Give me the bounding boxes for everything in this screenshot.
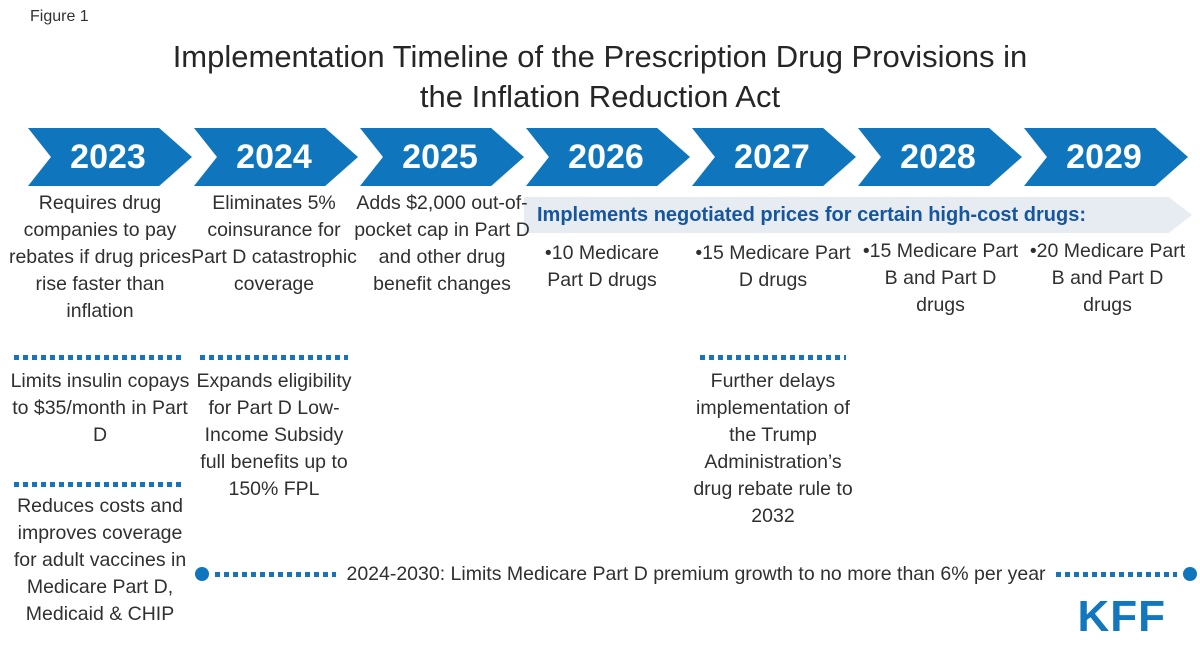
year-chevron-2025: 2025 xyxy=(360,128,524,186)
year-chevron-2028: 2028 xyxy=(858,128,1022,186)
item-2023-vaccines: Reduces costs and improves coverage for … xyxy=(13,495,187,625)
right-dotted-line xyxy=(1055,571,1178,577)
figure-title: Implementation Timeline of the Prescript… xyxy=(0,37,1200,117)
negotiated-prices-banner-label: Implements negotiated prices for certain… xyxy=(537,203,1086,226)
item-2026-drugs: •10 Medicare Part D drugs xyxy=(544,242,660,291)
figure-title-line1: Implementation Timeline of the Prescript… xyxy=(172,39,1028,74)
item-2023-insulin: Limits insulin copays to $35/month in Pa… xyxy=(10,370,190,446)
item-2029-drugs: •20 Medicare Part B and Part D drugs xyxy=(1029,240,1186,316)
left-endpoint-dot xyxy=(195,567,209,581)
negotiated-prices-banner: Implements negotiated prices for certain… xyxy=(524,197,1192,233)
item-2023-rebates: Requires drug companies to pay rebates i… xyxy=(8,192,192,322)
item-2025-oop-cap: Adds $2,000 out-of-pocket cap in Part D … xyxy=(354,192,530,295)
year-chevron-2027: 2027 xyxy=(692,128,856,186)
item-2024-lis: Expands eligibility for Part D Low-Incom… xyxy=(196,370,352,500)
right-endpoint-dot xyxy=(1183,567,1198,581)
kff-logo: KFF xyxy=(1077,592,1166,641)
dotted-separator xyxy=(14,482,182,487)
year-chevron-2026: 2026 xyxy=(526,128,690,186)
item-2024-coinsurance: Eliminates 5% coinsurance for Part D cat… xyxy=(191,192,357,295)
dotted-separator xyxy=(700,355,846,360)
figure-label: Figure 1 xyxy=(30,8,89,25)
premium-growth-note: 2024-2030: Limits Medicare Part D premiu… xyxy=(195,561,1198,587)
item-2027-drugs: •15 Medicare Part D drugs xyxy=(695,242,851,291)
year-chevron-2023: 2023 xyxy=(28,128,192,186)
year-chevron-2029: 2029 xyxy=(1024,128,1188,186)
dotted-separator xyxy=(14,355,182,360)
premium-growth-text: 2024-2030: Limits Medicare Part D premiu… xyxy=(346,562,1046,585)
dotted-separator xyxy=(200,355,348,360)
item-2027-rebate-rule: Further delays implementation of the Tru… xyxy=(693,370,853,527)
figure-title-line2: the Inflation Reduction Act xyxy=(419,79,781,114)
left-dotted-line xyxy=(215,571,337,577)
year-chevron-2024: 2024 xyxy=(194,128,358,186)
item-2028-drugs: •15 Medicare Part B and Part D drugs xyxy=(862,240,1019,316)
